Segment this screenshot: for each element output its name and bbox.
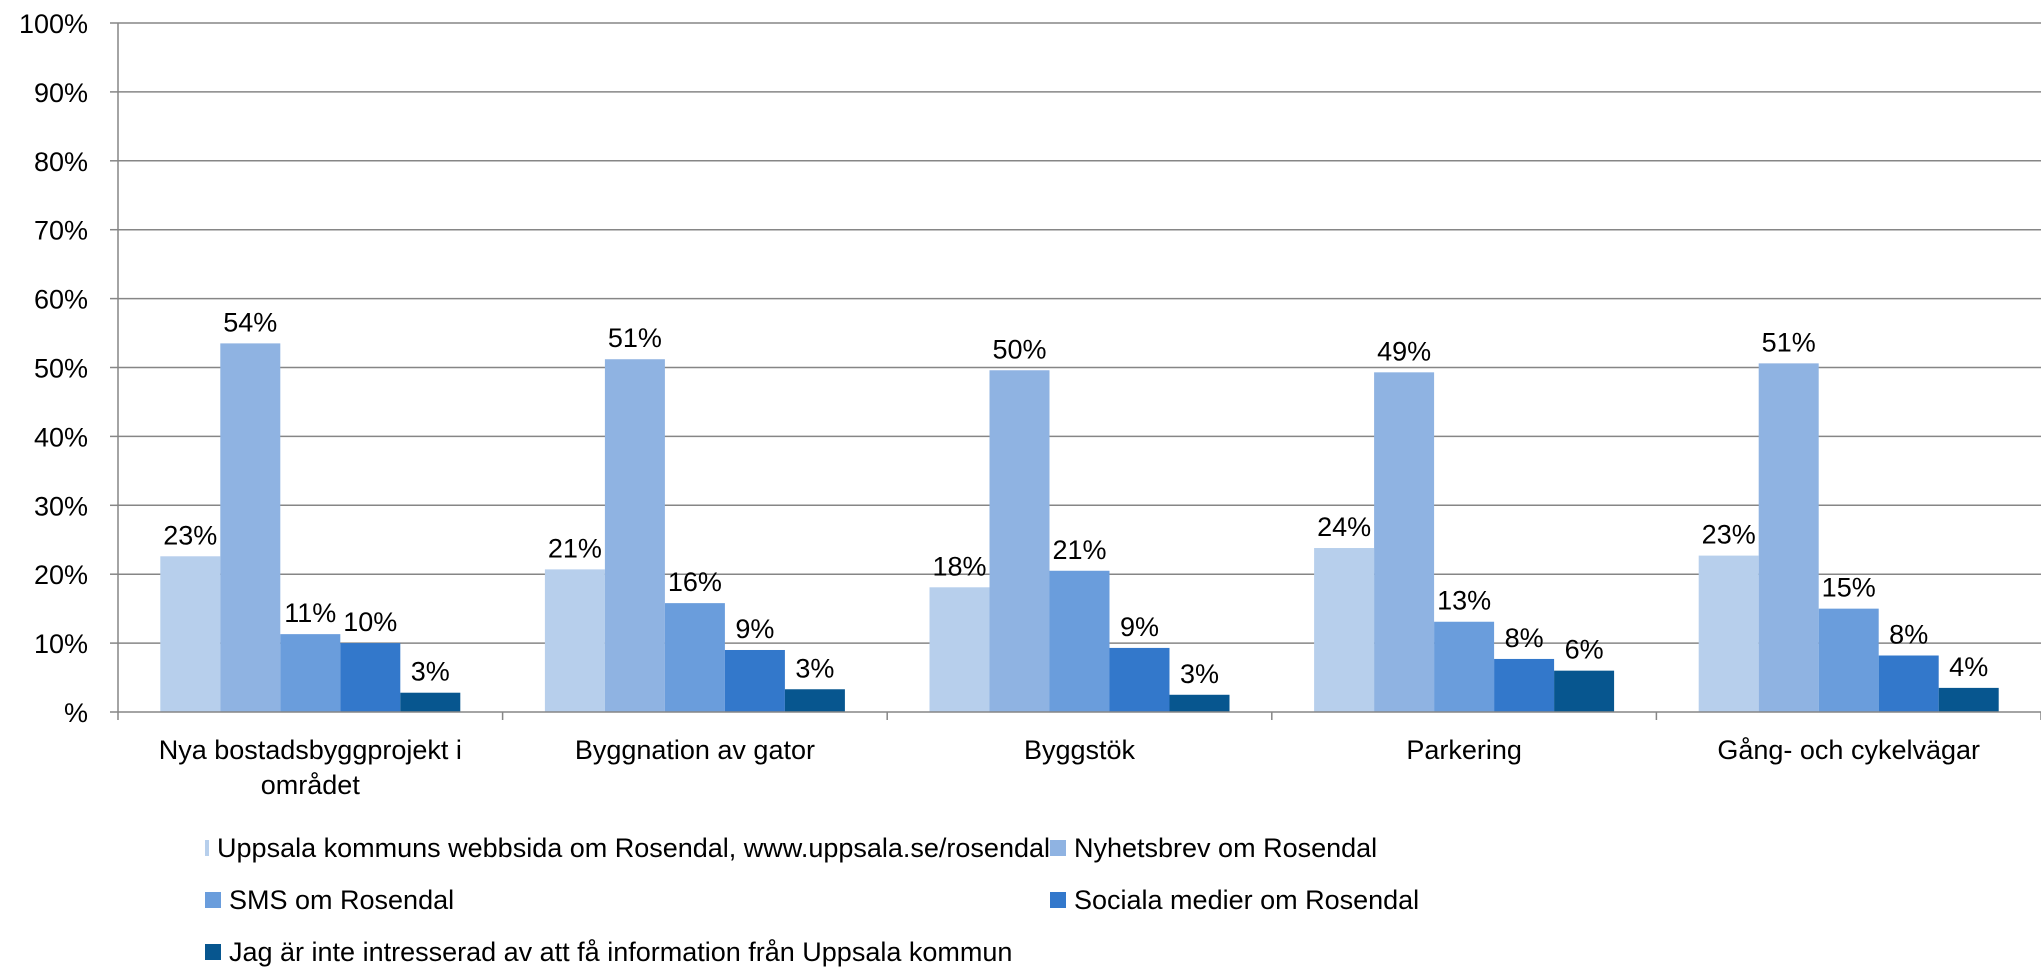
y-tick-label: 30% — [34, 491, 88, 521]
data-label: 16% — [668, 567, 722, 597]
bar — [1314, 548, 1375, 712]
bar — [220, 343, 281, 712]
y-tick-label: 80% — [34, 147, 88, 177]
data-label: 23% — [163, 520, 217, 550]
data-label: 3% — [1180, 659, 1219, 689]
data-label: 23% — [1702, 520, 1756, 550]
bar — [989, 370, 1050, 712]
legend-label: SMS om Rosendal — [229, 884, 455, 915]
y-tick-label: 40% — [34, 422, 88, 452]
legend-swatch — [1050, 840, 1066, 856]
bar — [1109, 647, 1170, 712]
data-label: 21% — [1052, 535, 1106, 565]
data-label: 9% — [735, 614, 774, 644]
y-axis: % 10% 20% 30% 40% 50% 60% 70% 80% 90% 100% — [19, 9, 119, 728]
legend-label: Jag är inte intresserad av att få inform… — [229, 936, 1013, 967]
legend-label: Nyhetsbrev om Rosendal — [1074, 832, 1378, 863]
legend-row: Jag är inte intresserad av att få inform… — [205, 926, 2005, 978]
bar — [1554, 670, 1615, 712]
bar — [724, 649, 785, 712]
y-tick-label: 90% — [34, 78, 88, 108]
y-tick-label: 50% — [34, 354, 88, 384]
legend-row: SMS om Rosendal Sociala medier om Rosend… — [205, 874, 2005, 926]
bar — [604, 359, 665, 712]
data-label: 24% — [1317, 512, 1371, 542]
gridlines — [118, 22, 2041, 644]
data-labels: 23% 54% 11% 10% 3% 21% 51% 16% 9% 3% 18% 50% 21% 9% 3%… — [163, 307, 1988, 688]
bar — [400, 692, 461, 712]
data-label: 50% — [992, 334, 1046, 364]
data-label: 49% — [1377, 336, 1431, 366]
y-tick-label: 60% — [34, 285, 88, 315]
legend-item-sociala-medier: Sociala medier om Rosendal — [1050, 885, 1419, 916]
legend-swatch — [205, 944, 221, 960]
y-tick-label: 100% — [19, 9, 88, 39]
bar — [784, 689, 845, 712]
legend-row: Uppsala kommuns webbsida om Rosendal, ww… — [205, 822, 2005, 874]
bar — [929, 587, 990, 712]
legend-label: Uppsala kommuns webbsida om Rosendal, ww… — [217, 832, 1050, 863]
category-label: Gång- och cykelvägar — [1717, 735, 1980, 765]
data-label: 4% — [1949, 652, 1988, 682]
bar — [1698, 555, 1759, 712]
bar — [280, 634, 341, 712]
data-label: 11% — [284, 598, 336, 628]
data-label: 8% — [1889, 620, 1928, 650]
data-label: 51% — [608, 323, 662, 353]
legend-swatch — [1050, 892, 1066, 908]
legend-item-inte-intresserad: Jag är inte intresserad av att få inform… — [205, 937, 1012, 968]
data-label: 10% — [343, 607, 397, 637]
bars — [160, 343, 1999, 712]
bar — [160, 556, 221, 712]
data-label: 6% — [1565, 635, 1604, 665]
data-label: 3% — [795, 653, 834, 683]
category-label: Parkering — [1406, 735, 1522, 765]
data-label: 8% — [1505, 623, 1544, 653]
bar — [340, 643, 401, 712]
legend-item-nyhetsbrev: Nyhetsbrev om Rosendal — [1050, 833, 1377, 864]
bar — [1169, 694, 1230, 712]
bar — [1938, 687, 1999, 712]
bar — [1049, 570, 1110, 712]
data-label: 21% — [548, 533, 602, 563]
category-label: Nya bostadsbyggprojekt i området — [159, 735, 462, 800]
data-label: 18% — [932, 551, 986, 581]
bar — [544, 569, 605, 712]
bar — [1494, 658, 1555, 712]
y-tick-label: 20% — [34, 560, 88, 590]
data-label: 54% — [223, 307, 277, 337]
legend-item-sms: SMS om Rosendal — [205, 885, 1050, 916]
data-label: 15% — [1822, 573, 1876, 603]
legend-swatch — [205, 892, 221, 908]
data-label: 51% — [1762, 327, 1816, 357]
legend-label: Sociala medier om Rosendal — [1074, 884, 1420, 915]
bar-chart: % 10% 20% 30% 40% 50% 60% 70% 80% 90% 100% 23% 54% 1… — [19, 9, 2041, 800]
bar — [1374, 372, 1435, 712]
bar — [1434, 621, 1495, 712]
legend-item-webbsida: Uppsala kommuns webbsida om Rosendal, ww… — [205, 833, 1050, 864]
legend-swatch — [205, 840, 210, 856]
bar — [1818, 608, 1879, 712]
bar — [1878, 655, 1939, 712]
bar — [664, 603, 725, 712]
legend: Uppsala kommuns webbsida om Rosendal, ww… — [205, 822, 2005, 978]
data-label: 13% — [1437, 586, 1491, 616]
data-label: 3% — [411, 657, 450, 687]
y-tick-label: 10% — [34, 629, 88, 659]
y-tick-label: 70% — [34, 216, 88, 246]
category-label: Byggnation av gator — [575, 735, 815, 765]
data-label: 9% — [1120, 612, 1159, 642]
x-axis: Nya bostadsbyggprojekt i området Byggnatio… — [117, 711, 2041, 800]
y-tick-label: % — [64, 698, 88, 728]
category-label: Byggstök — [1024, 735, 1136, 765]
bar — [1758, 363, 1819, 712]
